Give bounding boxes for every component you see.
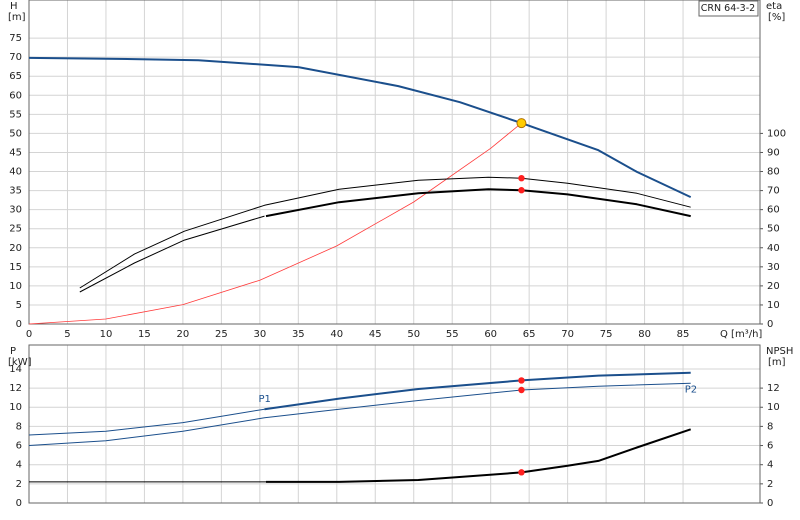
y2-tick-label: 12 [767, 383, 780, 394]
curve [28, 408, 265, 436]
x-tick-label: 85 [677, 329, 690, 340]
chart-title: CRN 64-3-2 [701, 3, 755, 14]
y-tick-label: 70 [9, 52, 22, 63]
curve-label: P2 [685, 384, 697, 395]
curve [28, 122, 522, 325]
x-tick-label: 50 [407, 329, 420, 340]
y-tick-label: 75 [9, 33, 22, 44]
x-tick-label: 80 [638, 329, 651, 340]
x-tick-label: 30 [253, 329, 266, 340]
plot-frame [28, 0, 761, 325]
y2-tick-label: 80 [767, 167, 780, 178]
y2-tick-label: 4 [767, 460, 773, 471]
curve-label: P1 [258, 394, 270, 405]
y-tick-label: 25 [9, 224, 22, 235]
y2-tick-label: 60 [767, 205, 780, 216]
y-tick-label: 55 [9, 109, 22, 120]
y2-tick-label: 10 [767, 402, 780, 413]
x-tick-label: 35 [292, 329, 305, 340]
y-tick-label: 4 [16, 460, 22, 471]
y-tick-label: 2 [16, 479, 22, 490]
y-axis-label: P [10, 346, 16, 357]
duty-point [518, 175, 525, 182]
x-axis-label: Q [m³/h] [720, 329, 762, 340]
x-tick-label: 60 [484, 329, 497, 340]
y-tick-label: 0 [16, 319, 22, 330]
duty-point [518, 377, 525, 384]
y2-axis-label: eta [766, 1, 782, 12]
y-tick-label: 45 [9, 147, 22, 158]
y-tick-label: 5 [16, 300, 22, 311]
x-tick-label: 55 [446, 329, 459, 340]
y2-tick-label: 30 [767, 262, 780, 273]
x-tick-label: 65 [523, 329, 536, 340]
curve [265, 188, 691, 218]
y-tick-label: 10 [9, 402, 22, 413]
y-tick-label: 40 [9, 167, 22, 178]
duty-point [516, 118, 527, 129]
title-box [698, 0, 759, 17]
y-tick-label: 15 [9, 262, 22, 273]
x-tick-label: 15 [138, 329, 151, 340]
y-tick-label: 65 [9, 71, 22, 82]
curve [79, 176, 691, 289]
y-tick-label: 12 [9, 383, 22, 394]
y-axis-label: H [10, 1, 18, 12]
y-axis-unit: [m] [8, 12, 26, 23]
y-axis-unit: [kW] [8, 357, 32, 368]
y2-tick-label: 90 [767, 147, 780, 158]
x-tick-label: 20 [177, 329, 190, 340]
y-tick-label: 60 [9, 90, 22, 101]
x-tick-label: 75 [600, 329, 613, 340]
y-tick-label: 0 [16, 498, 22, 509]
y-tick-label: 20 [9, 243, 22, 254]
curve [264, 371, 691, 411]
curve [266, 428, 692, 483]
x-tick-label: 0 [26, 329, 32, 340]
x-tick-label: 45 [369, 329, 382, 340]
curve [28, 382, 691, 446]
duty-point [518, 469, 525, 476]
y-tick-label: 8 [16, 421, 22, 432]
x-tick-label: 25 [215, 329, 228, 340]
y-tick-label: 50 [9, 128, 22, 139]
y2-tick-label: 20 [767, 281, 780, 292]
y2-tick-label: 8 [767, 421, 773, 432]
y2-tick-label: 50 [767, 224, 780, 235]
y2-axis-unit: [%] [768, 12, 785, 23]
plot-frame [28, 344, 761, 504]
y2-tick-label: 70 [767, 186, 780, 197]
y2-tick-label: 40 [767, 243, 780, 254]
x-tick-label: 5 [64, 329, 70, 340]
y2-tick-label: 0 [767, 498, 773, 509]
y2-tick-label: 0 [767, 319, 773, 330]
y-tick-label: 35 [9, 186, 22, 197]
duty-point [518, 187, 525, 194]
y2-tick-label: 2 [767, 479, 773, 490]
y2-tick-label: 6 [767, 441, 773, 452]
y-tick-label: 14 [9, 364, 22, 375]
y2-axis-unit: [m] [768, 357, 786, 368]
y2-tick-label: 100 [767, 128, 786, 139]
y-tick-label: 10 [9, 281, 22, 292]
x-tick-label: 10 [100, 329, 113, 340]
x-tick-label: 40 [330, 329, 343, 340]
y2-tick-label: 10 [767, 300, 780, 311]
curve [79, 215, 265, 293]
curve [28, 56, 692, 199]
y-tick-label: 30 [9, 205, 22, 216]
y-tick-label: 6 [16, 441, 22, 452]
duty-point [518, 386, 525, 394]
y2-axis-label: NPSH [766, 346, 793, 357]
x-tick-label: 70 [561, 329, 574, 340]
